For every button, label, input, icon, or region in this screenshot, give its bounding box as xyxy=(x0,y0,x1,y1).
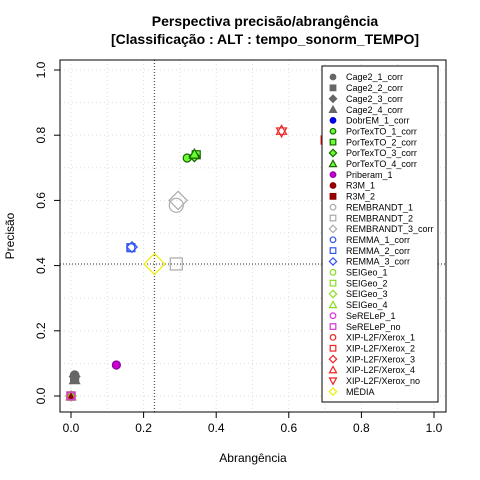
data-point xyxy=(111,360,121,370)
y-tick-label: 1.0 xyxy=(34,61,48,78)
x-tick-label: 0.8 xyxy=(353,421,370,435)
legend-entry-label: XIP-L2F/Xerox_2 xyxy=(346,343,415,353)
chart-title-line2: [Classificação : ALT : tempo_sonorm_TEMP… xyxy=(111,31,419,47)
legend-entry-label: SEIGeo_4 xyxy=(346,300,388,310)
legend-entry-label: DobrEM_1_corr xyxy=(346,116,410,126)
legend-marker xyxy=(329,127,337,135)
legend-marker xyxy=(328,354,338,364)
legend-marker xyxy=(328,300,338,309)
data-point xyxy=(275,124,288,135)
legend-entry-label: SEIGeo_3 xyxy=(346,289,388,299)
legend-marker xyxy=(328,159,338,168)
legend-box xyxy=(321,65,439,403)
legend-marker xyxy=(329,73,337,81)
data-point xyxy=(66,391,76,401)
legend-marker xyxy=(328,94,338,104)
legend-marker xyxy=(328,377,338,386)
data-points xyxy=(64,124,334,403)
legend-entry-label: REMMA_1_corr xyxy=(346,235,410,245)
legend-marker xyxy=(329,247,337,255)
legend-entry-label: REMBRANDT_2 xyxy=(346,213,413,223)
legend-entry-label: PorTexTO_4_corr xyxy=(346,159,417,169)
legend-marker xyxy=(329,334,337,341)
legend: Cage2_1_corrCage2_2_corrCage2_3_corrCage… xyxy=(321,65,439,403)
y-tick-label: 0.8 xyxy=(34,127,48,144)
legend-entry-label: Priberam_1 xyxy=(346,170,393,180)
legend-entry-label: PorTexTO_1_corr xyxy=(346,126,417,136)
legend-entry-label: XIP-L2F/Xerox_4 xyxy=(346,365,415,375)
data-point xyxy=(68,373,81,385)
legend-entry-label: Cage2_3_corr xyxy=(346,94,403,104)
y-tick-label: 0.2 xyxy=(34,322,48,339)
legend-entry-label: XIP-L2F/Xerox_no xyxy=(346,376,420,386)
x-tick-label: 0.6 xyxy=(280,421,297,435)
x-tick-label: 0.0 xyxy=(63,421,80,435)
legend-marker xyxy=(329,171,337,179)
chart-title-line1: Perspectiva precisão/abrangência xyxy=(152,13,379,29)
y-tick-label: 0.4 xyxy=(34,257,48,274)
legend-entry-label: REMBRANDT_1 xyxy=(346,202,413,212)
legend-entry-label: XIP-L2F/Xerox_3 xyxy=(346,354,415,364)
data-point xyxy=(188,147,201,159)
x-axis-label: Abrangência xyxy=(219,451,287,465)
legend-entry-label: XIP-L2F/Xerox_1 xyxy=(346,333,415,343)
data-point xyxy=(169,257,183,271)
legend-entry-label: Cage2_2_corr xyxy=(346,83,403,93)
legend-entry-label: SEIGeo_1 xyxy=(346,268,388,278)
legend-entry-label: PorTexTO_3_corr xyxy=(346,148,417,158)
legend-marker xyxy=(329,192,337,200)
legend-marker xyxy=(329,214,337,222)
legend-entry-label: PorTexTO_2_corr xyxy=(346,137,417,147)
legend-marker xyxy=(329,84,337,92)
legend-entry-label: R3M_2 xyxy=(346,192,375,202)
legend-marker xyxy=(328,365,338,374)
x-tick-label: 0.4 xyxy=(208,421,225,435)
data-point xyxy=(168,190,189,211)
legend-entry-label: SeRELeP_no xyxy=(346,322,401,332)
x-tick-label: 0.2 xyxy=(135,421,152,435)
legend-marker xyxy=(328,104,338,113)
legend-entry-label: SEIGeo_2 xyxy=(346,278,388,288)
legend-entry-label: SeRELeP_1 xyxy=(346,311,396,321)
legend-marker xyxy=(329,344,337,352)
legend-marker xyxy=(329,203,337,211)
legend-marker xyxy=(329,279,337,287)
x-tick-label: 1.0 xyxy=(426,421,443,435)
y-axis-label: Precisão xyxy=(3,212,17,259)
legend-marker xyxy=(329,323,337,330)
legend-entry-label: REMMA_2_corr xyxy=(346,246,410,256)
legend-marker xyxy=(328,289,338,299)
data-point xyxy=(143,252,166,276)
legend-marker xyxy=(329,116,337,124)
legend-entry-label: REMMA_3_corr xyxy=(346,257,410,267)
data-point xyxy=(275,127,288,139)
legend-entry-label: Cage2_4_corr xyxy=(346,105,403,115)
legend-marker xyxy=(328,224,338,234)
data-point xyxy=(125,240,139,254)
y-axis-ticks: 0.0 0.2 0.4 0.6 0.8 1.0 xyxy=(34,61,60,404)
plot-frame xyxy=(59,59,447,413)
legend-marker xyxy=(329,268,337,276)
legend-marker xyxy=(329,236,337,244)
legend-marker xyxy=(329,312,337,320)
legend-marker xyxy=(328,148,338,158)
legend-marker xyxy=(329,138,337,146)
x-axis-ticks: 0.0 0.2 0.4 0.6 0.8 1.0 xyxy=(63,412,443,435)
legend-entry-label: Cage2_1_corr xyxy=(346,72,403,82)
legend-entry-label: R3M_1 xyxy=(346,181,375,191)
data-point xyxy=(168,197,184,213)
legend-marker xyxy=(329,182,337,189)
legend-marker xyxy=(328,387,338,397)
legend-marker xyxy=(328,256,338,266)
y-tick-label: 0.0 xyxy=(34,387,48,404)
legend-entry-label: MÉDIA xyxy=(346,387,375,397)
y-tick-label: 0.6 xyxy=(34,192,48,209)
legend-entry-label: REMBRANDT_3_corr xyxy=(346,224,434,234)
